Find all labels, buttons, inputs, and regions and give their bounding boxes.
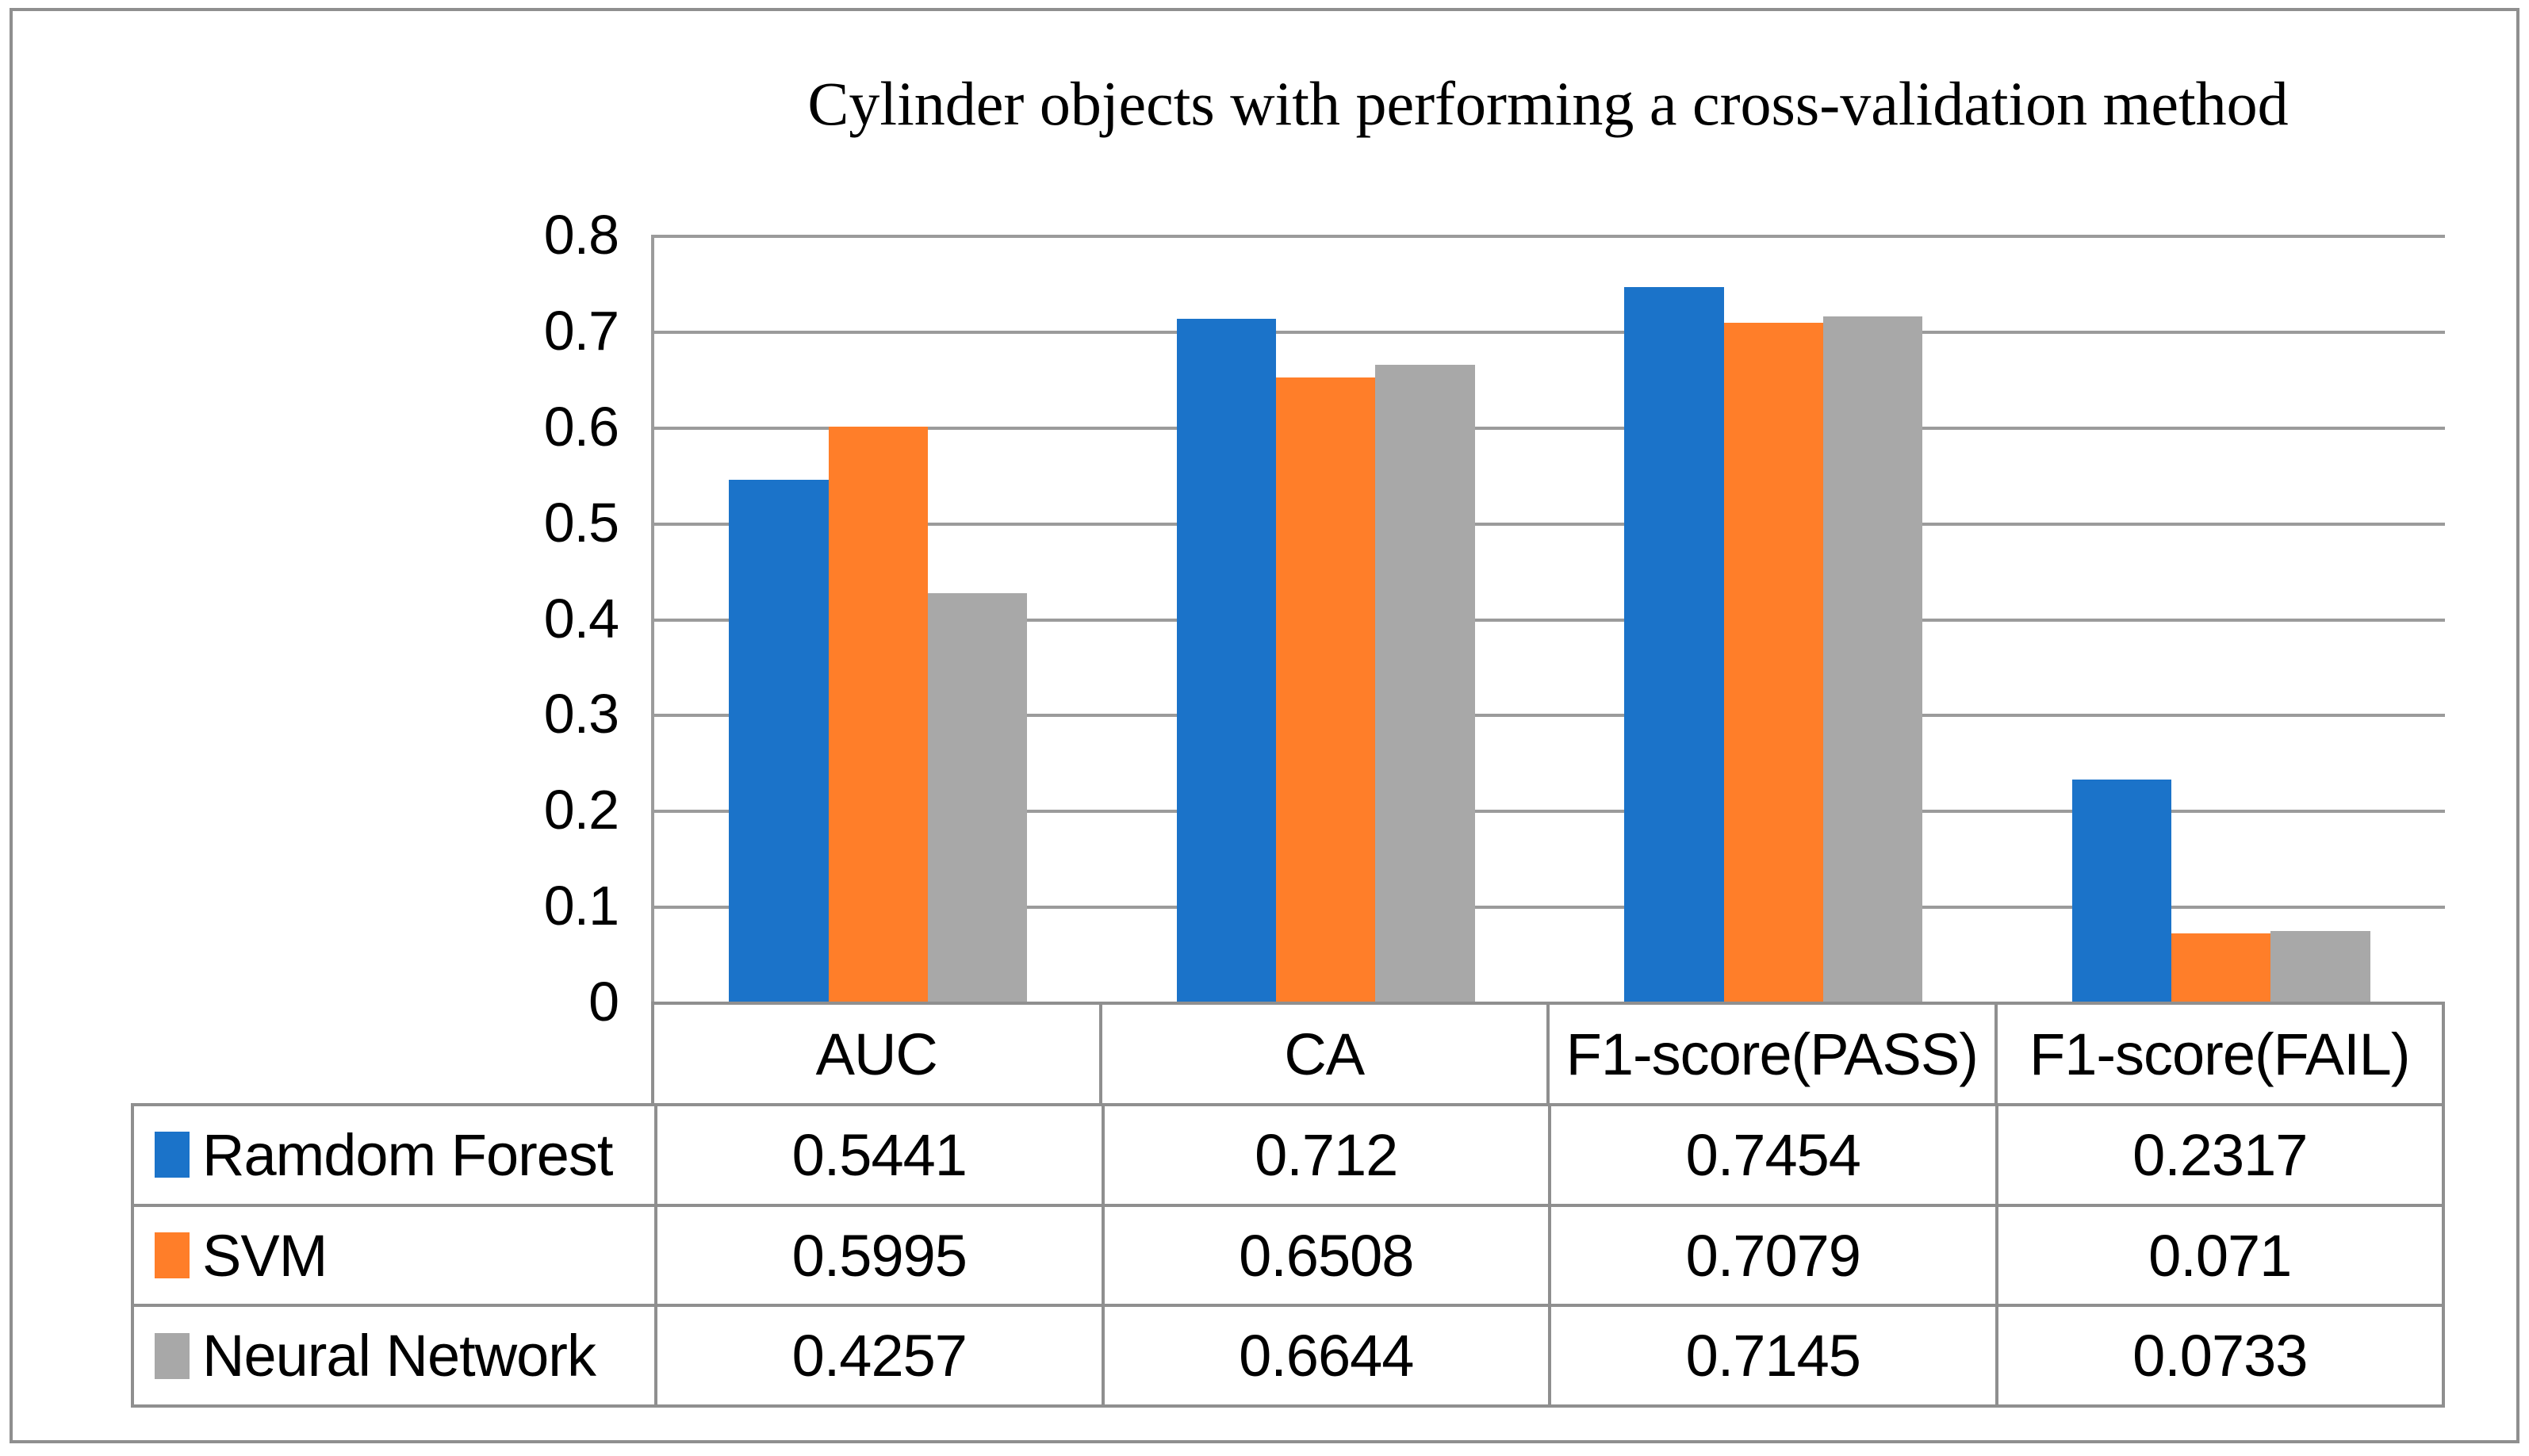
bar-ramdom-forest <box>2071 779 2172 1002</box>
bar-neural-network <box>1822 316 1923 1002</box>
y-tick-label: 0.6 <box>543 395 619 458</box>
legend-cell: Neural Network <box>134 1307 654 1404</box>
y-tick-label: 0.7 <box>543 299 619 362</box>
value-cell: 0.071 <box>1994 1206 2443 1305</box>
bar-svm <box>2171 933 2271 1002</box>
table-body: Ramdom Forest 0.5441 0.712 0.7454 0.2317 SVM 0… <box>131 1103 2445 1408</box>
value-cell: 0.4257 <box>654 1307 1102 1405</box>
gridline <box>654 426 2445 430</box>
gridline <box>654 235 2445 238</box>
bar-group <box>729 235 1028 1002</box>
value-cell: 0.7079 <box>1548 1206 1995 1305</box>
table-header-row: AUC CA F1-score(PASS) F1-score(FAIL) <box>651 1002 2445 1103</box>
bar-neural-network <box>2270 931 2370 1002</box>
bar-svm <box>828 427 928 1002</box>
plot-area <box>651 235 2445 1002</box>
column-header: F1-score(FAIL) <box>1994 1005 2443 1103</box>
legend-swatch <box>155 1132 190 1178</box>
gridline <box>654 330 2445 334</box>
chart-title: Cylinder objects with performing a cross… <box>807 69 2289 138</box>
y-tick-label: 0.8 <box>543 204 619 266</box>
y-tick-label: 0.2 <box>543 779 619 841</box>
legend-cell: SVM <box>134 1207 654 1305</box>
y-axis: 0.8 0.7 0.6 0.5 0.4 0.3 0.2 0.1 0 <box>317 204 619 1033</box>
bar-neural-network <box>1375 364 1475 1002</box>
column-header: F1-score(PASS) <box>1546 1005 1994 1103</box>
gridline <box>654 618 2445 622</box>
bar-neural-network <box>927 593 1028 1002</box>
bar-svm <box>1723 323 1823 1002</box>
y-tick-label: 0 <box>588 971 619 1033</box>
legend-label: Ramdom Forest <box>202 1121 613 1188</box>
legend-label: SVM <box>202 1222 328 1289</box>
gridline <box>654 810 2445 814</box>
value-cell: 0.2317 <box>1994 1106 2443 1204</box>
table-row: SVM 0.5995 0.6508 0.7079 0.071 <box>134 1203 2443 1305</box>
legend-label: Neural Network <box>202 1323 596 1389</box>
value-cell: 0.712 <box>1101 1106 1549 1204</box>
bar-group <box>1624 235 1923 1002</box>
gridline <box>654 906 2445 910</box>
value-cell: 0.6508 <box>1101 1206 1549 1305</box>
bar-group <box>2071 235 2370 1002</box>
table-row: Ramdom Forest 0.5441 0.712 0.7454 0.2317 <box>134 1106 2442 1204</box>
legend-swatch <box>155 1332 190 1379</box>
bar-ramdom-forest <box>1624 287 1724 1002</box>
column-header: CA <box>1098 1005 1547 1103</box>
figure-border <box>10 8 2519 1443</box>
value-cell: 0.0733 <box>1994 1307 2443 1405</box>
value-cell: 0.7145 <box>1548 1307 1995 1405</box>
bar-group <box>1176 235 1475 1002</box>
gridline <box>654 714 2445 718</box>
bar-ramdom-forest <box>729 480 829 1002</box>
y-tick-label: 0.1 <box>543 875 619 937</box>
legend-cell: Ramdom Forest <box>134 1106 654 1204</box>
gridline <box>654 522 2445 526</box>
value-cell: 0.6644 <box>1101 1307 1549 1405</box>
bar-ramdom-forest <box>1176 319 1277 1002</box>
value-cell: 0.5441 <box>654 1106 1102 1204</box>
y-tick-label: 0.5 <box>543 491 619 554</box>
column-header: AUC <box>815 1021 938 1087</box>
legend-swatch <box>155 1232 190 1278</box>
table-row: Neural Network 0.4257 0.6644 0.7145 0.0733 <box>134 1304 2443 1405</box>
bar-svm <box>1276 377 1376 1002</box>
y-tick-label: 0.4 <box>543 587 619 649</box>
value-cell: 0.7454 <box>1548 1106 1995 1204</box>
value-cell: 0.5995 <box>654 1206 1102 1305</box>
y-tick-label: 0.3 <box>543 683 619 745</box>
